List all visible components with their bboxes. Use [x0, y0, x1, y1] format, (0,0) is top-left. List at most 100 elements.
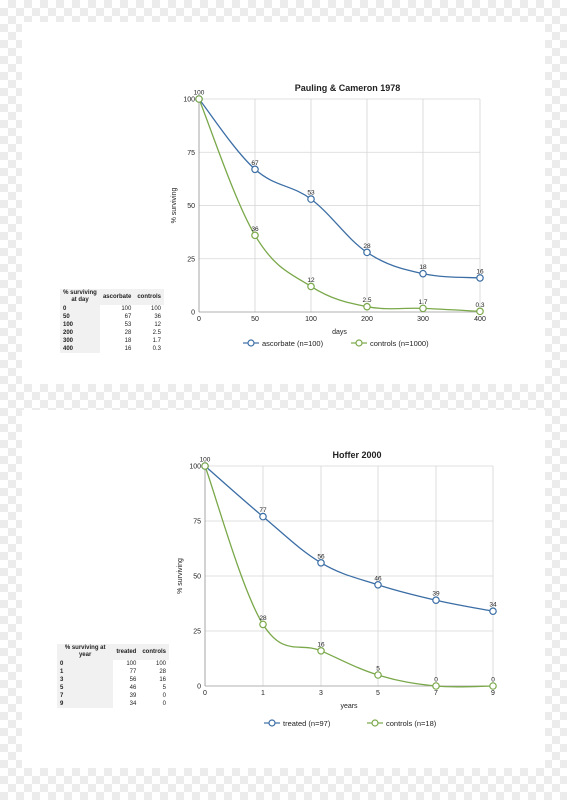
- pauling-table-row: 100 53 12: [60, 321, 164, 329]
- pauling-data-point: [307, 282, 315, 291]
- hoffer-data-point: [259, 512, 267, 521]
- hoffer-y-tick-label: 0: [197, 684, 201, 691]
- pauling-table-cell: 28: [124, 330, 132, 336]
- hoffer-x-tick-label: 0: [203, 690, 207, 697]
- pauling-table-row: 400 16 0.3: [60, 345, 164, 353]
- pauling-table-cell: 36: [154, 314, 161, 320]
- hoffer-legend-label-0: treated (n=97): [283, 719, 331, 728]
- pauling-legend-marker-0: [247, 339, 255, 347]
- pauling-data-point: [476, 274, 484, 282]
- hoffer-table-cell: 5: [162, 685, 166, 691]
- pauling-data-label: 36: [251, 226, 259, 233]
- pauling-y-tick-label: 0: [191, 310, 195, 317]
- hoffer-data-point: [201, 462, 209, 470]
- hoffer-legend-label-1: controls (n=18): [386, 719, 437, 728]
- hoffer-x-axis-label: years: [340, 703, 358, 710]
- hoffer-x-tick-label: 1: [261, 690, 265, 697]
- pauling-data-label: 2.5: [362, 297, 371, 304]
- pauling-table-row: 0 100 100: [60, 305, 164, 313]
- hoffer-data-label: 46: [374, 575, 382, 582]
- hoffer-table-cell: 34: [129, 701, 137, 707]
- hoffer-data-label: 77: [259, 507, 267, 514]
- hoffer-data-label: 100: [200, 457, 211, 464]
- hoffer-x-tick-label: 9: [491, 690, 495, 697]
- hoffer-x-tick-label: 7: [434, 690, 438, 697]
- pauling-table-header: ascorbate: [99, 289, 135, 305]
- hoffer-data-label: 16: [317, 641, 325, 648]
- hoffer-chart-title: Hoffer 2000: [332, 450, 381, 460]
- hoffer-table-cell: 0: [162, 693, 166, 699]
- pauling-x-tick-label: 300: [417, 316, 429, 323]
- hoffer-x-tick-label: 3: [319, 690, 323, 697]
- data-table-hoffer: % surviving at year treated controls 0 100 10…: [57, 644, 169, 708]
- hoffer-y-tick-label: 50: [193, 574, 201, 581]
- pauling-series-line-0: [198, 98, 481, 279]
- hoffer-data-point: [317, 646, 325, 655]
- hoffer-table-cell: 1: [57, 668, 114, 676]
- pauling-y-tick-label: 100: [183, 97, 195, 104]
- pauling-data-label: 1.7: [418, 299, 427, 306]
- chart-panel-pauling: [22, 22, 545, 384]
- hoffer-data-label: 5: [376, 666, 380, 673]
- pauling-chart-title: Pauling & Cameron 1978: [295, 83, 401, 93]
- hoffer-data-point: [432, 682, 440, 690]
- hoffer-data-label: 0: [434, 677, 438, 684]
- pauling-table-header-row: % surviving at day ascorbate controls: [60, 289, 164, 305]
- pauling-y-tick-label: 25: [187, 256, 195, 263]
- hoffer-table-cell: 7: [57, 692, 114, 700]
- pauling-table-cell: 100: [60, 321, 100, 329]
- pauling-x-tick-label: 0: [197, 316, 201, 323]
- hoffer-table-row: 7 39 0: [57, 692, 169, 700]
- hoffer-data-label: 56: [317, 553, 325, 560]
- pauling-table-cell: 0.3: [152, 346, 161, 352]
- pauling-table-cell: 300: [60, 337, 100, 345]
- hoffer-data-point: [432, 596, 440, 605]
- pauling-data-point: [251, 231, 259, 240]
- hoffer-data-point: [259, 620, 267, 629]
- pauling-data-label: 18: [419, 264, 427, 271]
- hoffer-table-cell: 5: [57, 684, 114, 692]
- hoffer-table-cell: 77: [129, 669, 137, 675]
- pauling-data-point: [195, 95, 203, 103]
- pauling-data-point: [476, 307, 484, 316]
- hoffer-table-cell: 39: [129, 693, 137, 699]
- hoffer-table-row: 0 100 100: [57, 660, 169, 668]
- hoffer-table-cell: 3: [57, 676, 114, 684]
- hoffer-table-cell: 46: [129, 685, 137, 691]
- hoffer-data-label: 0: [491, 677, 495, 684]
- pauling-data-point: [419, 269, 427, 278]
- pauling-table-cell: 100: [150, 306, 161, 312]
- hoffer-data-point: [489, 607, 497, 616]
- hoffer-series-line-1: [204, 465, 494, 688]
- pauling-table-cell: 100: [121, 306, 132, 312]
- pauling-data-label: 12: [307, 277, 315, 284]
- pauling-data-point: [363, 248, 371, 257]
- pauling-y-axis-label: % surviving: [171, 188, 178, 224]
- pauling-data-point: [363, 302, 371, 311]
- hoffer-table-row: 5 46 5: [57, 684, 169, 692]
- pauling-x-axis-label: days: [332, 329, 347, 336]
- hoffer-table-cell: 0: [57, 660, 114, 668]
- data-table-pauling: % surviving at day ascorbate controls 0 100 1…: [60, 289, 164, 353]
- hoffer-table-header-row: % surviving at year treated controls: [57, 644, 169, 660]
- pauling-table-cell: 200: [60, 329, 100, 337]
- hoffer-legend-marker-0: [268, 719, 276, 727]
- chart-panel-hoffer: [22, 410, 545, 768]
- hoffer-legend-marker-1: [371, 719, 379, 727]
- pauling-data-label: 67: [251, 160, 259, 167]
- hoffer-series-line-0: [204, 465, 494, 612]
- hoffer-table-cell: 9: [57, 700, 114, 708]
- hoffer-y-tick-label: 25: [193, 629, 201, 636]
- pauling-table-row: 50 67 36: [60, 313, 164, 321]
- hoffer-table-row: 3 56 16: [57, 676, 169, 684]
- pauling-y-tick-label: 50: [187, 203, 195, 210]
- pauling-table-cell: 1.7: [152, 338, 161, 344]
- pauling-table-cell: 2.5: [152, 330, 161, 336]
- hoffer-y-tick-label: 75: [193, 519, 201, 526]
- hoffer-table-cell: 16: [159, 677, 166, 683]
- hoffer-data-point: [317, 558, 325, 567]
- pauling-table-cell: 0: [60, 305, 100, 313]
- hoffer-table-header: % surviving at year: [57, 644, 114, 660]
- pauling-legend-label-1: controls (n=1000): [370, 339, 429, 348]
